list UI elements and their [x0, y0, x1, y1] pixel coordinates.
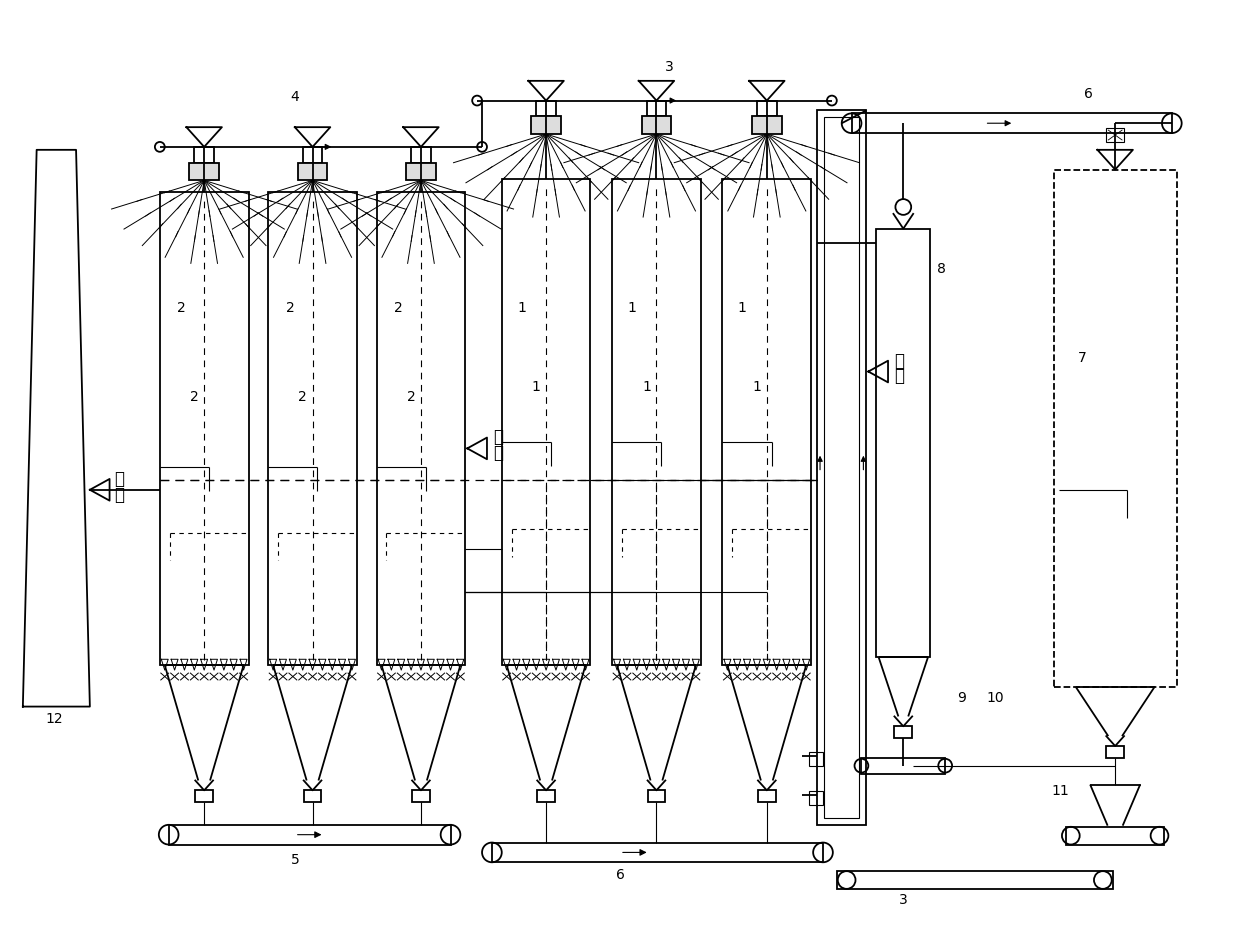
- Text: 2: 2: [177, 301, 186, 316]
- Text: 1: 1: [753, 380, 761, 395]
- Text: 8: 8: [937, 262, 946, 276]
- Bar: [536, 101, 556, 116]
- Bar: [756, 101, 776, 116]
- Bar: [646, 101, 666, 116]
- Text: 烟: 烟: [492, 429, 503, 446]
- Text: 气: 气: [114, 486, 124, 504]
- Bar: [823, 117, 859, 818]
- Bar: [537, 790, 556, 802]
- Bar: [1106, 746, 1123, 758]
- Text: 5: 5: [290, 853, 299, 867]
- Bar: [894, 727, 913, 738]
- Bar: [1066, 826, 1164, 844]
- Bar: [169, 825, 450, 844]
- Text: 烟: 烟: [894, 352, 904, 370]
- Bar: [877, 228, 930, 657]
- Bar: [641, 116, 671, 134]
- Bar: [298, 163, 327, 181]
- Text: 4: 4: [290, 89, 299, 104]
- Bar: [810, 752, 823, 766]
- Bar: [837, 871, 1112, 889]
- Bar: [412, 146, 430, 163]
- Bar: [160, 192, 248, 665]
- Text: 2: 2: [407, 390, 415, 404]
- Bar: [304, 790, 321, 802]
- Bar: [1106, 128, 1123, 142]
- Bar: [190, 163, 219, 181]
- Bar: [852, 113, 1172, 133]
- Text: 2: 2: [394, 301, 403, 316]
- Bar: [862, 758, 945, 773]
- Bar: [492, 843, 823, 863]
- Bar: [195, 146, 215, 163]
- Text: 1: 1: [627, 301, 636, 316]
- Bar: [723, 180, 811, 665]
- Text: 10: 10: [987, 690, 1004, 705]
- Bar: [407, 163, 435, 181]
- Text: 6: 6: [1084, 87, 1092, 101]
- Bar: [412, 790, 430, 802]
- Text: 9: 9: [957, 690, 966, 705]
- Bar: [817, 110, 867, 825]
- Bar: [1054, 169, 1177, 687]
- Bar: [613, 180, 701, 665]
- Bar: [751, 116, 781, 134]
- Bar: [195, 790, 213, 802]
- Text: 3: 3: [899, 893, 908, 906]
- Text: 12: 12: [46, 711, 63, 726]
- Bar: [531, 116, 560, 134]
- Text: 7: 7: [1079, 351, 1087, 364]
- Text: 2: 2: [299, 390, 308, 404]
- Text: 烟: 烟: [114, 470, 124, 488]
- Text: 1: 1: [517, 301, 526, 316]
- Text: 气: 气: [492, 444, 503, 462]
- Bar: [647, 790, 666, 802]
- Text: 3: 3: [665, 60, 673, 74]
- Text: 气: 气: [894, 367, 904, 385]
- Text: 2: 2: [285, 301, 294, 316]
- Text: 2: 2: [190, 390, 198, 404]
- Text: 1: 1: [738, 301, 746, 316]
- Text: 1: 1: [532, 380, 541, 395]
- Bar: [377, 192, 465, 665]
- Text: 1: 1: [642, 380, 651, 395]
- Bar: [502, 180, 590, 665]
- Text: 6: 6: [615, 868, 625, 882]
- Bar: [758, 790, 776, 802]
- Bar: [810, 791, 823, 805]
- Text: 11: 11: [1052, 785, 1069, 798]
- Bar: [303, 146, 322, 163]
- Bar: [268, 192, 357, 665]
